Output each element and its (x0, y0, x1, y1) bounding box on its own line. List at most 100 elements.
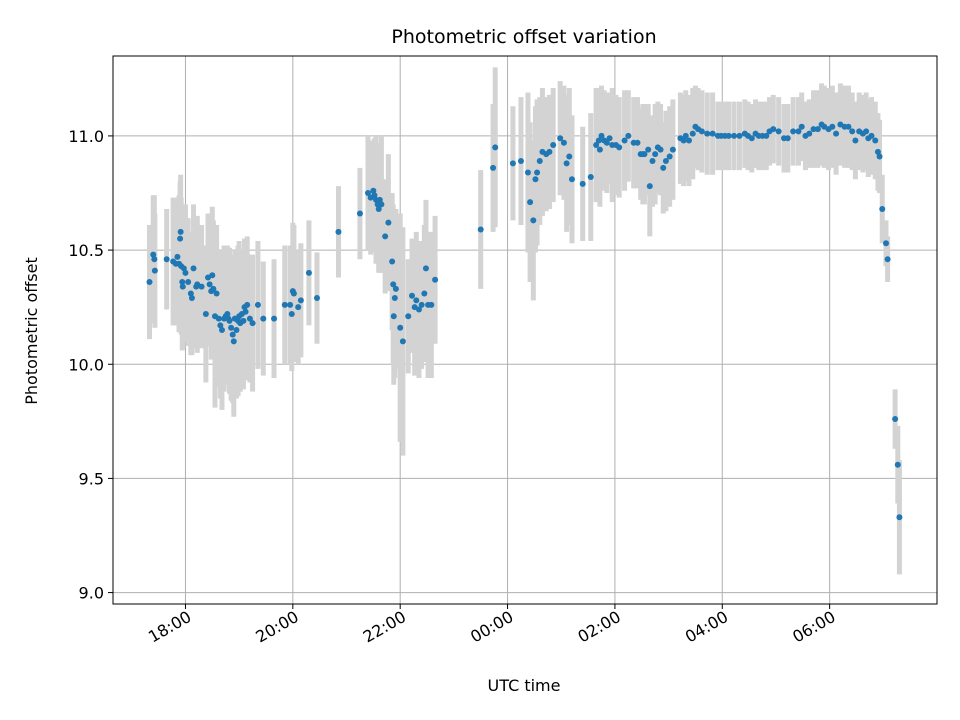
data-point (784, 135, 791, 142)
data-point (281, 301, 288, 308)
data-point (230, 338, 237, 345)
data-point (421, 290, 428, 297)
data-point (246, 315, 253, 322)
data-point (863, 128, 870, 135)
data-point (254, 301, 261, 308)
data-point (527, 199, 534, 206)
data-point (704, 130, 711, 137)
data-point (297, 297, 304, 304)
y-axis-label: Photometric offset (22, 257, 41, 405)
y-tick-label: 10.5 (68, 241, 104, 260)
x-tick-label: 00:00 (467, 607, 516, 647)
data-point (894, 461, 901, 468)
data-points (146, 121, 903, 521)
data-point (666, 153, 673, 160)
data-point (652, 151, 659, 158)
data-point (177, 235, 184, 242)
data-point (375, 205, 382, 212)
plot-area-frame (112, 55, 938, 605)
data-point (226, 317, 233, 324)
data-point (385, 219, 392, 226)
data-point (290, 290, 297, 297)
x-tick-label: 04:00 (682, 607, 731, 647)
x-tick-label: 22:00 (360, 607, 409, 647)
data-point (213, 290, 220, 297)
data-point (736, 132, 743, 139)
data-point (364, 190, 371, 196)
data-point (874, 148, 881, 155)
data-point (418, 301, 425, 308)
y-tick-label: 10.0 (68, 355, 104, 374)
x-tick-label: 02:00 (574, 607, 623, 647)
data-point (370, 187, 377, 194)
data-point (229, 331, 236, 338)
y-tick-label: 9.0 (79, 584, 104, 603)
data-point (180, 265, 187, 272)
data-point (682, 132, 689, 139)
data-point (177, 228, 184, 235)
data-point (378, 201, 385, 208)
data-point (593, 142, 600, 149)
data-point (287, 301, 294, 308)
data-point (669, 146, 676, 153)
data-point (646, 183, 653, 190)
data-point (814, 126, 821, 133)
data-point (390, 281, 397, 288)
data-point (151, 267, 158, 274)
data-point (150, 251, 157, 258)
data-point (883, 240, 890, 247)
data-point (190, 265, 197, 272)
data-point (852, 137, 859, 144)
data-point (146, 279, 153, 286)
data-point (240, 317, 247, 324)
y-axis-ticks: 9.0 9.5 10.0 10.5 11.0 (68, 127, 113, 603)
data-point (872, 137, 879, 144)
data-point (536, 158, 543, 165)
data-point (698, 128, 705, 135)
data-point (271, 315, 278, 322)
data-point (849, 128, 856, 135)
data-point (179, 283, 186, 290)
data-point (625, 132, 632, 139)
y-tick-label: 9.5 (79, 469, 104, 488)
data-point (731, 132, 738, 139)
data-point (244, 301, 251, 308)
data-point (210, 285, 217, 292)
data-point (876, 153, 883, 160)
y-tick-label: 11.0 (68, 127, 104, 146)
data-point (432, 276, 439, 283)
data-point (405, 313, 412, 320)
data-point (305, 269, 312, 276)
data-point (616, 144, 623, 151)
data-point (795, 128, 802, 135)
data-point (603, 139, 610, 146)
data-point (215, 315, 222, 322)
data-point (660, 164, 667, 171)
data-point (634, 139, 641, 146)
data-point (389, 258, 396, 265)
data-point (202, 311, 209, 318)
data-point (224, 311, 231, 318)
data-point (587, 174, 594, 181)
data-point (810, 126, 817, 133)
data-point (295, 304, 302, 311)
data-point (477, 226, 484, 233)
x-tick-label: 06:00 (789, 607, 838, 647)
data-point (790, 128, 797, 135)
x-axis-label: UTC time (488, 676, 561, 695)
data-point (524, 169, 531, 176)
data-point (868, 132, 875, 139)
data-point (621, 137, 628, 144)
data-point (313, 295, 320, 302)
x-tick-label: 18:00 (145, 607, 194, 647)
data-point (657, 146, 664, 153)
data-point (422, 265, 429, 272)
data-point (770, 126, 777, 133)
data-point (187, 290, 194, 297)
data-point (288, 311, 295, 318)
data-point (649, 158, 656, 165)
data-point (579, 180, 586, 187)
data-point (409, 292, 416, 299)
data-point (509, 160, 516, 167)
data-point (179, 279, 186, 286)
